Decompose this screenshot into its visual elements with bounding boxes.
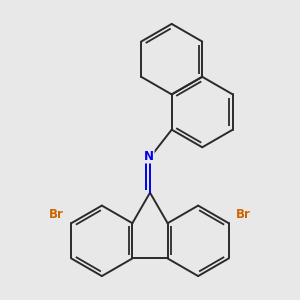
Text: Br: Br: [49, 208, 64, 221]
Text: Br: Br: [236, 208, 251, 221]
Text: N: N: [144, 150, 154, 163]
